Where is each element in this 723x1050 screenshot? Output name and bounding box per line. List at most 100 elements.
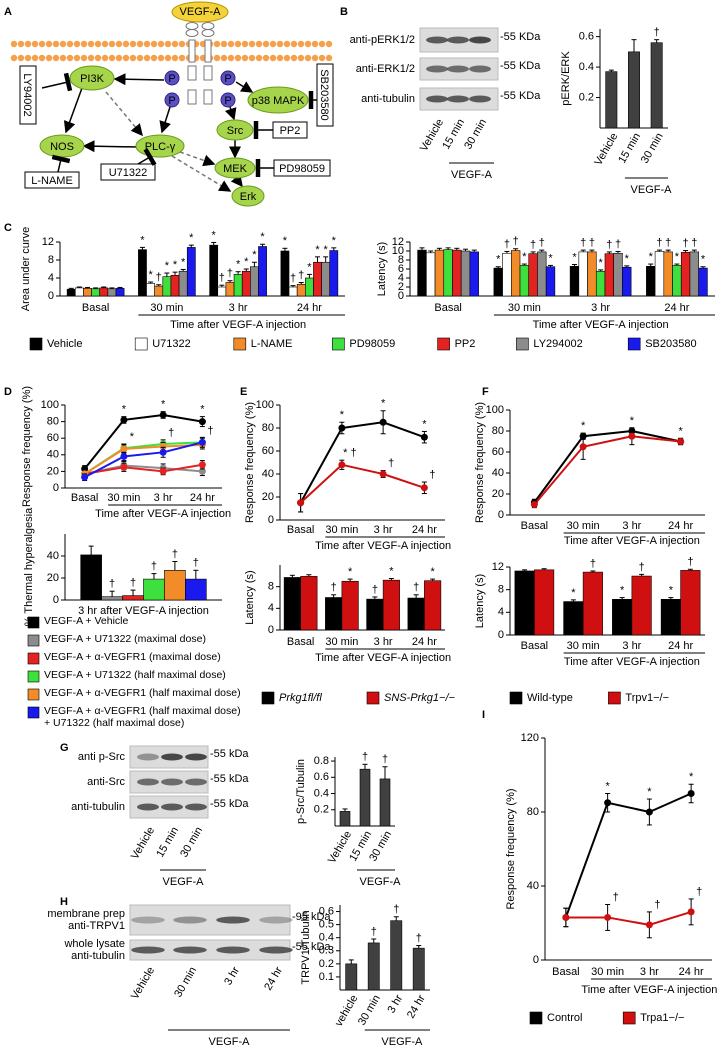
y-tick-label: 8 [398,254,404,266]
y-tick-label: 0 [398,290,404,302]
panel-label: C [4,222,12,234]
membrane-lipid [290,54,298,62]
lane-label: Vehicle [129,825,157,862]
blot-band [131,916,165,924]
y-tick-label: 4 [268,602,274,614]
error-bar [130,589,136,596]
bar [595,270,606,297]
y-tick-label: 40 [492,467,504,479]
phospho-site [220,70,236,86]
bar [689,251,699,297]
legend-label: VEGF-A + U71322 (maximal dose) [44,633,206,645]
receptor-tm [188,39,196,63]
error-bar [624,265,630,268]
bar [563,601,584,636]
bar [91,288,100,297]
blot-band [447,36,469,44]
membrane-lipid [143,54,151,62]
blot-band [216,946,250,954]
bar [325,597,343,631]
error-bar [691,249,697,252]
bar [452,249,462,297]
y-tick-label: 40 [47,449,59,461]
membrane-lipid [262,40,270,48]
error-bar [639,573,645,577]
y-tick-label: 100 [256,399,274,411]
y-tick-label: 40 [262,468,274,480]
y-tick-label: 0.2 [579,91,594,103]
legend-item: VEGF-A + U71322 (half maximal dose) [44,669,226,681]
legend-label: VEGF-A + α-VEGFR1 (half maximal dose) + … [44,705,241,729]
blot-row-label: anti-tubulin [71,950,125,962]
error-bar [235,271,241,275]
membrane-lipid [94,40,102,48]
blot-band [469,95,491,103]
legend-swatch [608,691,621,705]
pathway-node [247,86,309,114]
y-tick-label: 0 [498,509,504,521]
significance-mark: * [130,431,135,443]
error-bar [219,284,225,287]
group-label: VEGF-A [381,1036,423,1048]
receptor-kinase [187,89,197,105]
phospho-site [164,70,180,86]
y-tick-label: 20 [47,465,59,477]
bar [537,251,547,297]
bar [99,287,109,297]
inhibitor-label: PD98059 [279,163,325,175]
significance-mark: * [678,425,683,437]
x-tick-label: 24 hr [679,966,704,978]
point [81,473,89,481]
x-tick-label: 3 hr [229,302,248,314]
point [379,470,387,478]
y-tick-label: 4 [398,272,404,284]
bar [122,595,144,601]
significance-mark: † [331,582,337,594]
x-tick-label: 3 hr [622,520,641,532]
significance-mark: * [332,235,337,247]
x-tick-label: 30 min [567,640,600,652]
x-tick-label: 24 hr [190,492,215,504]
y-tick-label: 80 [527,806,539,818]
membrane-lipid [45,54,53,62]
x-tick-label: 30 min [567,520,600,532]
bar [329,250,339,297]
membrane-lipid [150,40,158,48]
error-bar [101,286,107,288]
error-bar [687,568,693,571]
error-bar [298,282,304,285]
pathway-arrow [113,73,165,86]
error-bar [674,263,680,266]
pathway-arrow [105,91,143,137]
y-tick-label: 0 [533,954,539,966]
bar [545,266,556,297]
panel-label: B [340,6,348,18]
bar [209,244,219,297]
bar [587,251,597,297]
significance-mark: † [168,427,174,439]
bar [417,249,427,297]
membrane-lipid [325,40,333,48]
y-tick-label: 100 [486,404,504,416]
error-bar [188,244,194,248]
significance-mark: † [207,425,213,437]
significance-mark: * [522,251,527,263]
y-tick-label: 0 [498,629,504,641]
bar [379,778,391,827]
error-bar [331,247,337,251]
error-bar [521,263,527,266]
blot-row-label: whole lysate [63,938,125,950]
membrane-lipid [66,40,74,48]
y-tick-label: 0.6 [319,905,334,917]
bar [138,249,147,297]
significance-mark: † [683,237,689,249]
membrane-lipid [213,40,221,48]
lane-label: 24 hr [262,965,285,993]
legend-swatch [27,706,40,719]
membrane-lipid [290,40,298,48]
blot-strip [129,904,291,936]
bar [569,265,580,297]
significance-mark: † [388,457,394,469]
bar [101,596,123,601]
ligand [171,1,229,23]
